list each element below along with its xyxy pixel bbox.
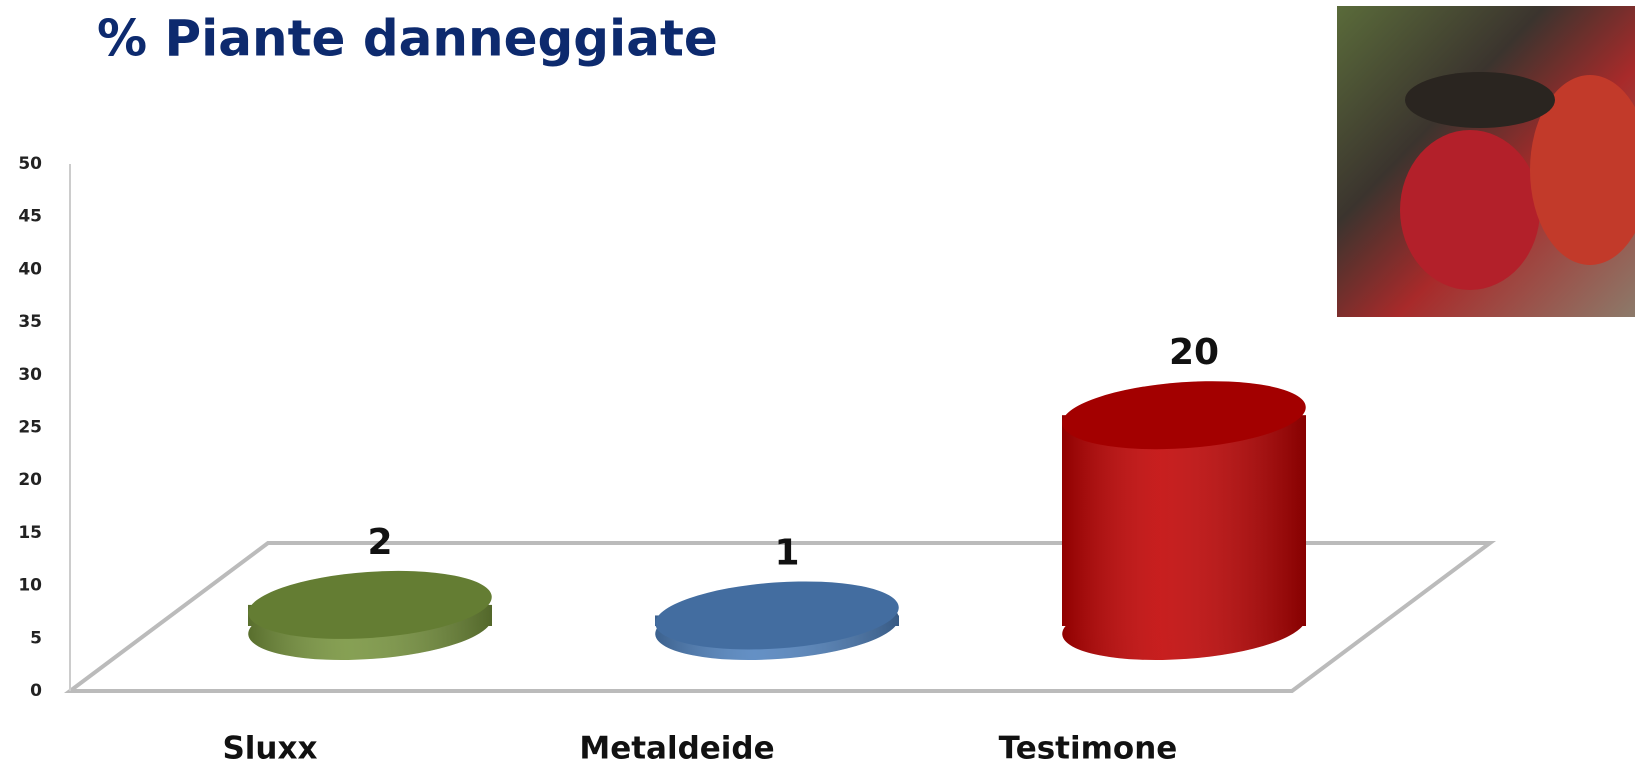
- value-label: 2: [367, 522, 392, 563]
- y-tick-label: 40: [18, 259, 42, 279]
- y-tick-label: 50: [18, 154, 42, 174]
- photo-decor: [1400, 72, 1635, 290]
- x-tick-label: Testimone: [999, 731, 1178, 766]
- value-label: 1: [774, 532, 799, 573]
- y-tick-label: 5: [30, 628, 42, 648]
- y-tick-label: 30: [18, 365, 42, 385]
- chart-title: % Piante danneggiate: [97, 10, 718, 68]
- page: % Piante danneggiate 0 5 10 15 20 25 30 35 40 45 5…: [0, 0, 1635, 766]
- chart: % Piante danneggiate 0 5 10 15 20 25 30 35 40 45 5…: [0, 0, 1635, 766]
- y-tick-label: 10: [18, 576, 42, 596]
- x-tick-label: Metaldeide: [579, 731, 774, 766]
- y-tick-label: 25: [18, 418, 42, 438]
- value-label: 20: [1169, 332, 1219, 373]
- y-tick-label: 15: [18, 523, 42, 543]
- y-tick-label: 20: [18, 470, 42, 490]
- y-tick-label: 35: [18, 312, 42, 332]
- y-tick-label: 0: [30, 681, 42, 701]
- y-tick-label: 45: [18, 207, 42, 227]
- x-tick-label: Sluxx: [222, 731, 317, 766]
